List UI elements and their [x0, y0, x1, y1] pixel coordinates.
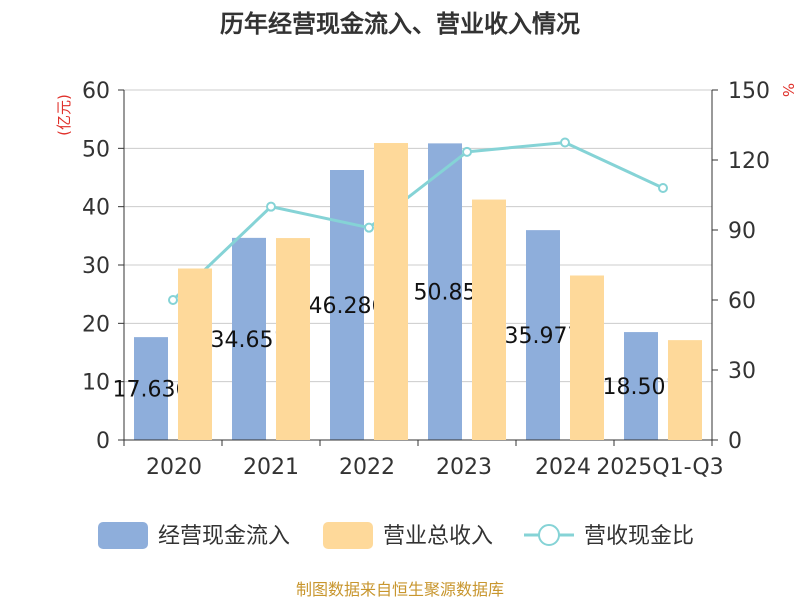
left-tick-label: 10: [82, 371, 110, 396]
axes: 0 10 20 30 40 50 60 0 30 60 90 120 150 2020 2021 2022 20…: [82, 79, 770, 480]
bar-value-label: 50.85: [414, 281, 477, 306]
ratio-polyline: [171, 140, 664, 302]
bar-value-label: 17.636: [113, 378, 190, 403]
legend-swatch-cash-inflow: [98, 522, 148, 549]
x-tick-label: 2020: [146, 455, 202, 480]
bar-cash-inflow: [526, 230, 560, 440]
legend-label-revenue: 营业总收入: [383, 524, 493, 549]
bar-cash-inflow: [330, 169, 364, 440]
x-tick-label: 2022: [339, 455, 395, 480]
ratio-point: [168, 295, 178, 305]
bar-cash-inflow: [624, 332, 658, 440]
left-tick-label: 60: [82, 79, 110, 104]
left-tick-label: 30: [82, 254, 110, 279]
bar-cash-inflow: [428, 143, 462, 440]
right-tick-label: 0: [728, 429, 742, 454]
x-tick-label: 2025Q1-Q3: [596, 455, 723, 480]
left-tick-label: 50: [82, 137, 110, 162]
data-labels: 17.636 34.651 46.286 50.85 35.977 18.501: [113, 143, 702, 441]
x-tick-label: 2021: [243, 455, 299, 480]
bar-value-label: 34.651: [211, 328, 288, 353]
legend-label-ratio: 营收现金比: [584, 524, 694, 549]
bar-revenue-overlay: [472, 199, 506, 440]
right-tick-label: 60: [728, 289, 756, 314]
left-tick-label: 20: [82, 312, 110, 337]
ratio-point: [266, 201, 276, 212]
bar-revenue-overlay: [570, 275, 604, 440]
right-tick-label: 30: [728, 359, 756, 384]
left-tick-label: 40: [82, 196, 110, 221]
x-tick-label: 2024: [535, 455, 591, 480]
left-axis-unit: (亿元): [55, 94, 73, 136]
right-axis-unit: %: [779, 83, 797, 97]
x-tick-label: 2023: [436, 455, 492, 480]
source-note: 制图数据来自恒生聚源数据库: [296, 580, 504, 599]
left-tick-label: 0: [96, 429, 110, 454]
legend: 经营现金流入 营业总收入 营收现金比: [98, 522, 694, 549]
legend-label-cash-inflow: 经营现金流入: [158, 524, 290, 549]
right-tick-label: 120: [728, 149, 770, 174]
bar-value-label: 46.286: [309, 294, 386, 319]
bar-revenue-overlay: [668, 340, 702, 440]
legend-swatch-ratio-marker: [538, 524, 560, 546]
bar-revenue-overlay: [178, 268, 212, 440]
right-tick-label: 90: [728, 219, 756, 244]
bar-cash-inflow: [134, 337, 168, 440]
ratio-line: [168, 137, 668, 305]
bar-value-label: 35.977: [505, 324, 582, 349]
right-tick-label: 150: [728, 79, 770, 104]
bar-cash-inflow: [232, 237, 266, 440]
bar-value-label: 18.501: [603, 375, 680, 400]
bar-revenue-overlay: [374, 143, 408, 441]
ratio-point: [462, 146, 472, 157]
ratio-point: [560, 137, 570, 148]
ratio-point: [364, 222, 374, 233]
chart-title: 历年经营现金流入、营业收入情况: [220, 10, 580, 38]
bar-revenue-overlay: [276, 238, 310, 440]
legend-swatch-revenue: [323, 522, 373, 549]
gridlines: [124, 89, 712, 383]
ratio-point: [658, 183, 668, 193]
